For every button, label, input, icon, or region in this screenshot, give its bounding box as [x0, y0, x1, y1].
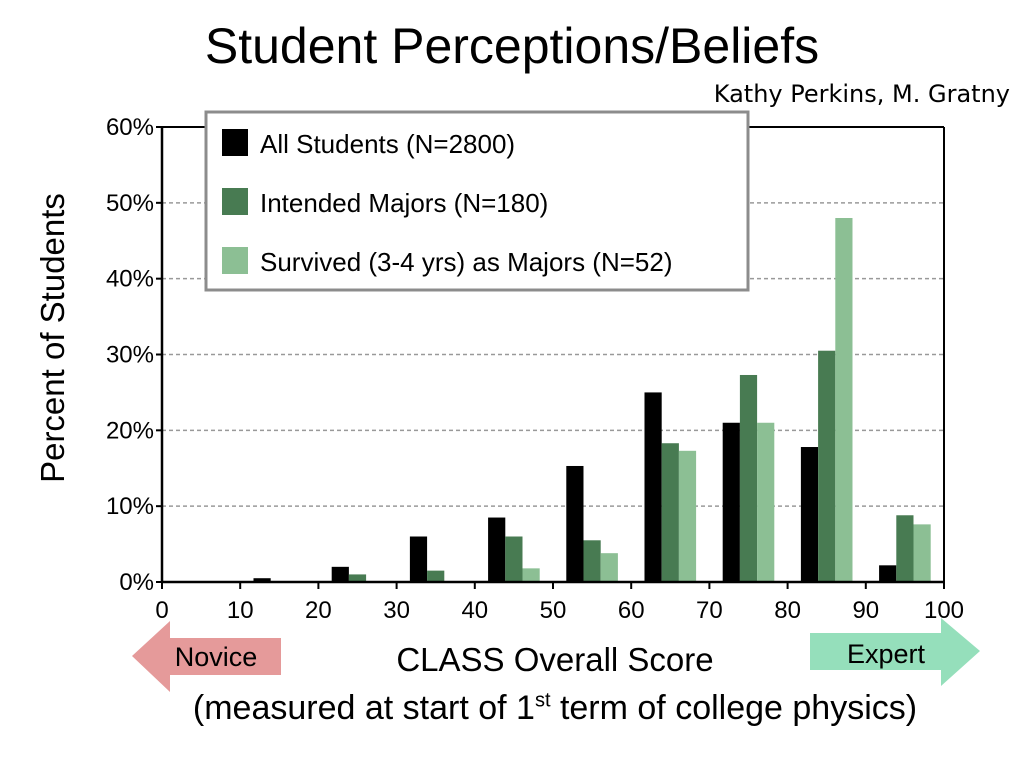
- legend-swatch-intended-majors: [222, 188, 248, 215]
- y-tick-label: 10%: [106, 493, 154, 520]
- y-axis-title: Percent of Students: [34, 193, 71, 483]
- author-credit: Kathy Perkins, M. Gratny: [713, 80, 1010, 108]
- novice-arrow: Novice: [132, 621, 281, 692]
- y-tick-label: 50%: [106, 190, 154, 217]
- x-tick-label: 90: [852, 597, 879, 624]
- expert-arrow-shape: [810, 618, 980, 686]
- y-tick-label: 20%: [106, 417, 154, 444]
- bar-series-2: [583, 540, 601, 582]
- bar-series-1: [722, 422, 740, 582]
- subcaption-text-end: term of college physics): [550, 689, 918, 727]
- y-tick-label: 40%: [106, 266, 154, 293]
- x-tick-label: 20: [305, 597, 332, 624]
- x-tick-label: 80: [774, 597, 801, 624]
- y-tick-label: 0%: [119, 569, 154, 596]
- y-tick-label: 30%: [106, 342, 154, 369]
- legend-box: [204, 110, 750, 292]
- legend-swatch-survived-majors: [222, 247, 248, 274]
- bar-series-2: [661, 443, 679, 582]
- bar-series-2: [505, 536, 523, 582]
- x-tick-label: 100: [924, 597, 964, 624]
- expert-arrow-label: Expert: [847, 639, 926, 669]
- x-tick-label: 40: [461, 597, 488, 624]
- bar-series-1: [644, 392, 662, 582]
- legend-label-intended-majors: Intended Majors (N=180): [260, 188, 548, 218]
- bar-series-2: [818, 350, 836, 582]
- x-axis-title: CLASS Overall Score: [396, 641, 713, 678]
- slide-title: Student Perceptions/Beliefs: [204, 18, 820, 74]
- bar-series-1: [331, 566, 349, 582]
- bar-series-1: [800, 447, 819, 582]
- novice-arrow-shape: [132, 621, 281, 692]
- x-tick-label: 50: [540, 597, 567, 624]
- legend-label-all-students: All Students (N=2800): [260, 129, 515, 159]
- bar-series-2: [427, 570, 445, 583]
- x-tick-label: 0: [155, 597, 168, 624]
- bar-series-3: [757, 422, 775, 582]
- bar-series-3: [600, 553, 618, 582]
- x-tick-label: 10: [227, 597, 254, 624]
- bar-series-2: [739, 374, 758, 582]
- bar-series-1: [488, 517, 506, 582]
- x-tick-label: 70: [696, 597, 723, 624]
- x-tick-label: 30: [383, 597, 410, 624]
- bar-series-1: [879, 565, 897, 582]
- bar-series-1: [566, 465, 584, 582]
- bar-series-2: [348, 574, 367, 582]
- x-tick-label: 60: [618, 597, 645, 624]
- bar-series-2: [896, 515, 914, 582]
- legend-swatch-all-students: [222, 129, 248, 156]
- bars: [253, 218, 931, 583]
- novice-arrow-label: Novice: [175, 642, 258, 672]
- bar-series-3: [678, 450, 697, 582]
- subcaption-superscript: st: [534, 689, 551, 712]
- y-tick-label: 60%: [106, 114, 154, 141]
- legend: All Students (N=2800) Intended Majors (N…: [204, 110, 750, 292]
- bar-series-3: [835, 218, 853, 582]
- bar-series-1: [253, 578, 271, 582]
- expert-arrow: Expert: [810, 618, 980, 686]
- bar-series-1: [409, 536, 428, 582]
- bar-series-3: [522, 568, 540, 582]
- bar-series-3: [913, 524, 931, 582]
- subcaption-text-start: (measured at start of 1: [192, 689, 535, 727]
- legend-label-survived-majors: Survived (3-4 yrs) as Majors (N=52): [260, 247, 673, 277]
- tick-labels: 0% 10% 20% 30% 40% 50% 60% 0 10 20 30 40 50 60 70 80 90 1…: [106, 114, 964, 624]
- chart-subcaption: (measured at start of 1st term of colleg…: [0, 686, 1024, 730]
